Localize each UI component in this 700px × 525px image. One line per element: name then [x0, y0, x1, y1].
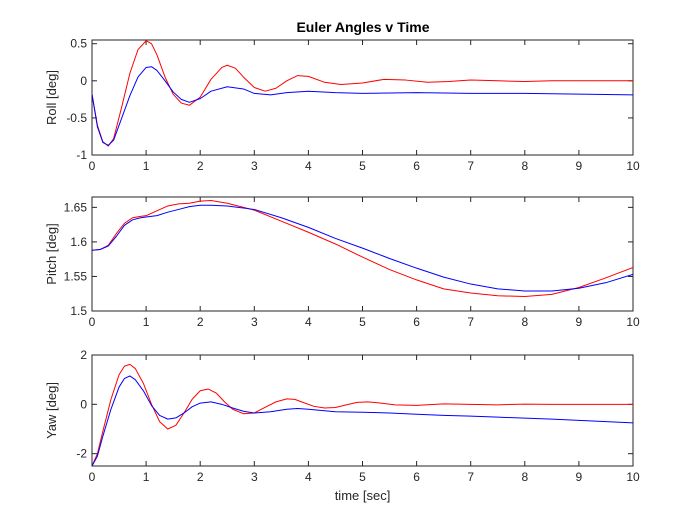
yaw-xtick-label: 4 — [305, 470, 312, 484]
roll-xtick-label: 5 — [359, 159, 366, 173]
yaw-xtick-label: 9 — [576, 470, 583, 484]
yaw-xtick-label: 7 — [467, 470, 474, 484]
pitch-xtick-label: 0 — [89, 315, 96, 329]
yaw-xtick-label: 5 — [359, 470, 366, 484]
roll-xtick-label: 2 — [197, 159, 204, 173]
yaw-axes-box — [91, 354, 634, 467]
pitch-ylabel: Pitch [deg] — [44, 223, 59, 284]
pitch-xtick-label: 8 — [521, 315, 528, 329]
yaw-xtick-label: 6 — [413, 470, 420, 484]
roll-ytick-label: -1 — [76, 148, 87, 162]
roll-xtick-label: 6 — [413, 159, 420, 173]
pitch-ytick-label: 1.6 — [70, 235, 87, 249]
pitch-ytick-label: 1.5 — [70, 304, 87, 318]
yaw-xtick-label: 1 — [143, 470, 150, 484]
pitch-axes-box — [91, 196, 634, 312]
roll-xtick-label: 1 — [143, 159, 150, 173]
roll-panel: 0 1 2 3 4 5 6 7 8 9 10 -1 -0.5 0 0.5 Roll [deg] — [44, 37, 640, 173]
roll-xtick-label: 8 — [521, 159, 528, 173]
pitch-ytick-label: 1.55 — [64, 269, 88, 283]
pitch-xtick-label: 3 — [251, 315, 258, 329]
pitch-xtick-label: 4 — [305, 315, 312, 329]
pitch-xtick-label: 2 — [197, 315, 204, 329]
roll-xtick-label: 10 — [626, 159, 640, 173]
roll-ylabel: Roll [deg] — [44, 70, 59, 125]
pitch-series-red-line — [92, 199, 633, 297]
yaw-series-red-line — [92, 363, 633, 466]
roll-axes-box — [91, 39, 634, 156]
roll-ytick-label: -0.5 — [66, 111, 87, 125]
yaw-xtick-label: 0 — [89, 470, 96, 484]
pitch-xtick-label: 1 — [143, 315, 150, 329]
figure-title: Euler Angles v Time — [296, 19, 429, 35]
yaw-xtick-label: 3 — [251, 470, 258, 484]
yaw-xtick-label: 10 — [626, 470, 640, 484]
pitch-series-blue-line — [92, 204, 633, 292]
yaw-series-blue-line — [92, 375, 633, 466]
pitch-xtick-label: 6 — [413, 315, 420, 329]
roll-series-red-line — [92, 40, 633, 147]
yaw-xlabel: time [sec] — [335, 488, 391, 503]
yaw-ytick-label: -2 — [76, 447, 87, 461]
pitch-xtick-label: 9 — [576, 315, 583, 329]
roll-xtick-label: 7 — [467, 159, 474, 173]
roll-xtick-label: 3 — [251, 159, 258, 173]
roll-ytick-label: 0.5 — [70, 37, 87, 51]
yaw-ytick-label: 0 — [80, 397, 87, 411]
pitch-panel: 0 1 2 3 4 5 6 7 8 9 10 1.5 1.55 1.6 1.65 Pitch [deg] — [44, 196, 640, 329]
pitch-xtick-label: 10 — [626, 315, 640, 329]
pitch-ytick-label: 1.65 — [64, 200, 88, 214]
roll-ytick-label: 0 — [80, 74, 87, 88]
pitch-xtick-label: 5 — [359, 315, 366, 329]
pitch-xtick-label: 7 — [467, 315, 474, 329]
roll-xtick-label: 9 — [576, 159, 583, 173]
roll-series-blue-line — [92, 66, 633, 146]
roll-xtick-label: 0 — [89, 159, 96, 173]
yaw-xtick-label: 2 — [197, 470, 204, 484]
yaw-ylabel: Yaw [deg] — [44, 382, 59, 439]
yaw-ytick-label: 2 — [80, 348, 87, 362]
yaw-xtick-label: 8 — [521, 470, 528, 484]
roll-xtick-label: 4 — [305, 159, 312, 173]
